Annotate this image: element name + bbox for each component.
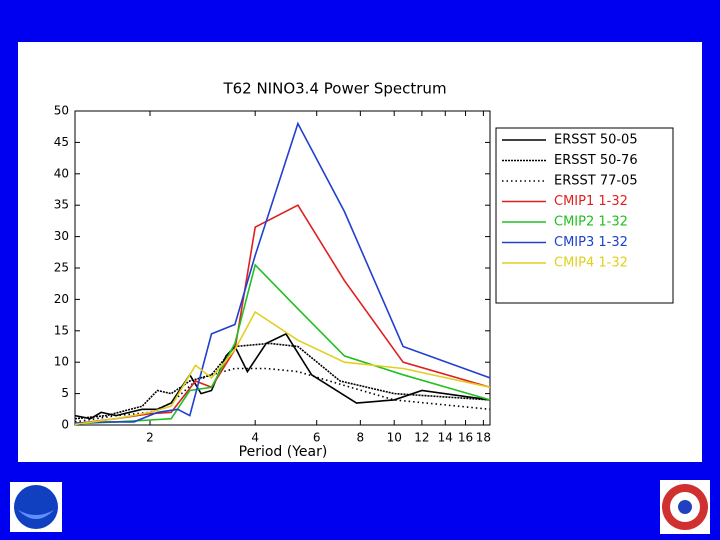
x-tick-label: 18 bbox=[476, 431, 491, 445]
series-line bbox=[74, 263, 491, 425]
y-tick-label: 0 bbox=[61, 418, 69, 432]
x-tick-label: 12 bbox=[414, 431, 429, 445]
x-tick-label: 10 bbox=[387, 431, 402, 445]
series-line bbox=[74, 310, 491, 426]
legend-box bbox=[495, 127, 674, 304]
logo-wave bbox=[18, 510, 54, 519]
series-line bbox=[74, 204, 491, 425]
x-tick-label: 2 bbox=[146, 431, 154, 445]
legend-label: ERSST 50-76 bbox=[554, 153, 638, 168]
logo-circle bbox=[14, 485, 58, 529]
series-line bbox=[74, 342, 491, 420]
x-tick-label: 8 bbox=[357, 431, 365, 445]
x-axis-label: Period (Year) bbox=[239, 444, 328, 460]
logo-center bbox=[678, 500, 692, 514]
x-tick-label: 16 bbox=[458, 431, 473, 445]
y-tick-label: 40 bbox=[54, 166, 69, 180]
nws-logo bbox=[660, 480, 710, 534]
y-tick-label: 10 bbox=[54, 355, 69, 369]
y-tick-label: 45 bbox=[54, 135, 69, 149]
y-tick-label: 5 bbox=[61, 386, 69, 400]
y-tick-label: 15 bbox=[54, 323, 69, 337]
legend-label: ERSST 50-05 bbox=[554, 133, 638, 148]
legend-label: CMIP1 1-32 bbox=[554, 194, 628, 209]
noaa-logo bbox=[10, 482, 62, 532]
y-tick-label: 50 bbox=[54, 104, 69, 118]
x-tick-label: 4 bbox=[251, 431, 259, 445]
legend-label: CMIP3 1-32 bbox=[554, 235, 628, 250]
legend-label: CMIP4 1-32 bbox=[554, 256, 628, 271]
y-tick-label: 25 bbox=[54, 261, 69, 275]
y-tick-label: 35 bbox=[54, 198, 69, 212]
x-tick-label: 14 bbox=[438, 431, 453, 445]
y-tick-label: 30 bbox=[54, 229, 69, 243]
y-tick-label: 20 bbox=[54, 292, 69, 306]
series-line bbox=[74, 121, 491, 424]
legend-label: ERSST 77-05 bbox=[554, 174, 638, 189]
chart-title: T62 NINO3.4 Power Spectrum bbox=[222, 80, 446, 98]
x-tick-label: 6 bbox=[313, 431, 321, 445]
legend-label: CMIP2 1-32 bbox=[554, 215, 628, 230]
